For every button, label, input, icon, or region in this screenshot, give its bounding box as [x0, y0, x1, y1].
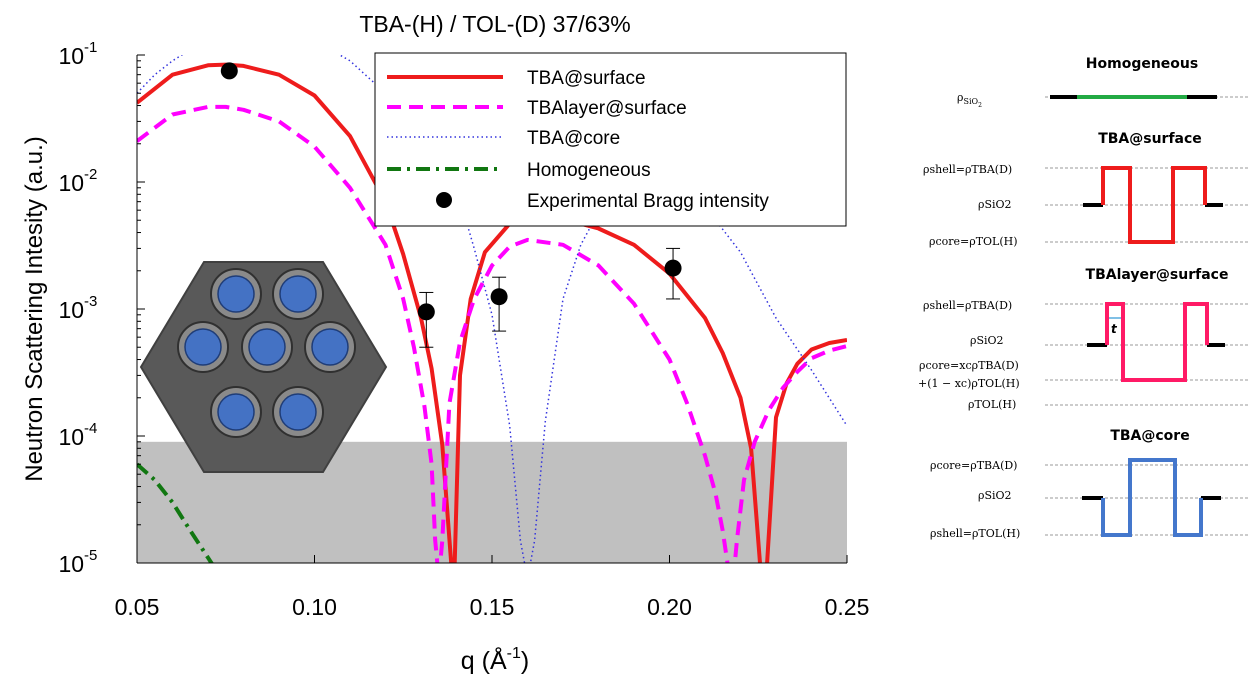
x-axis-label: q (Å-1) — [461, 645, 529, 675]
profile-tba-surface: TBA@surface ρshell=ρTBA(D) ρSiO2 ρcore=ρ… — [923, 131, 1250, 248]
tba-core-sio2-label: ρSiO2 — [978, 489, 1012, 502]
tba-layer-core-label-1: ρcore=xcρTBA(D) — [919, 359, 1019, 372]
tba-surface-shell-label: ρshell=ρTBA(D) — [923, 163, 1012, 176]
profile-homogeneous: Homogeneous ρSiO2 — [957, 56, 1250, 109]
data-point-0 — [220, 62, 238, 80]
y-tick-label-2: 10-3 — [58, 293, 102, 323]
x-ticks: 0.05 0.10 0.15 0.20 0.25 — [115, 555, 870, 620]
legend-label-tba-core: TBA@core — [527, 128, 620, 149]
tba-core-profile — [1101, 458, 1203, 537]
density-profiles: Homogeneous ρSiO2 TBA@surface ρshell=ρTB… — [918, 56, 1250, 540]
data-point-3 — [664, 259, 682, 277]
y-tick-label-0: 10-1 — [58, 39, 102, 69]
tba-layer-profile — [1105, 302, 1209, 382]
tba-layer-tol-label: ρTOL(H) — [968, 398, 1016, 411]
legend-marker-experimental — [436, 192, 452, 208]
x-tick-label-4: 0.25 — [825, 594, 870, 620]
pore-core-0 — [217, 275, 255, 313]
y-tick-label-1: 10-2 — [58, 166, 102, 196]
tba-surface-core-label: ρcore=ρTOL(H) — [929, 235, 1018, 248]
pore-core-6 — [279, 393, 317, 431]
tba-layer-shell-label: ρshell=ρTBA(D) — [923, 299, 1012, 312]
pore-core-1 — [279, 275, 317, 313]
profile-title-tba-core: TBA@core — [1110, 428, 1189, 444]
pore-core-4 — [311, 328, 349, 366]
y-tick-label-3: 10-4 — [58, 420, 102, 450]
homogeneous-sio2-label: ρSiO2 — [957, 91, 982, 109]
pore-core-2 — [184, 328, 222, 366]
thickness-label: t — [1111, 322, 1118, 336]
series-line-tbalayer-surface — [137, 104, 847, 563]
profile-title-tba-surface: TBA@surface — [1098, 131, 1202, 147]
legend: TBA@surface TBAlayer@surface TBA@core Ho… — [374, 52, 847, 227]
chart-title: TBA-(H) / TOL-(D) 37/63% — [359, 11, 630, 37]
tba-core-shell-label: ρshell=ρTOL(H) — [930, 527, 1020, 540]
tba-layer-sio2-label: ρSiO2 — [970, 334, 1004, 347]
tba-core-core-label: ρcore=ρTBA(D) — [930, 459, 1017, 472]
data-point-2 — [490, 288, 508, 306]
pore-core-5 — [217, 393, 255, 431]
series-line-homogeneous — [137, 462, 214, 563]
x-tick-label-2: 0.15 — [470, 594, 515, 620]
hexagon-inset — [139, 261, 388, 473]
tba-surface-sio2-label: ρSiO2 — [978, 198, 1012, 211]
tba-layer-core-label-2: +(1 − xc)ρTOL(H) — [918, 377, 1020, 390]
legend-label-tba-layer-surface: TBAlayer@surface — [527, 98, 687, 119]
data-point-1 — [417, 303, 435, 321]
y-tick-label-4: 10-5 — [58, 547, 102, 577]
pore-core-3 — [248, 328, 286, 366]
profile-title-homogeneous: Homogeneous — [1086, 56, 1198, 72]
y-ticks: 10-1 10-2 10-3 10-4 10-5 — [58, 39, 145, 577]
legend-label-homogeneous: Homogeneous — [527, 160, 651, 181]
profile-title-tba-layer-surface: TBAlayer@surface — [1086, 267, 1229, 283]
legend-box — [374, 52, 847, 227]
profile-tba-layer-surface: TBAlayer@surface ρshell=ρTBA(D) ρSiO2 ρc… — [918, 267, 1250, 411]
legend-label-experimental: Experimental Bragg intensity — [527, 191, 769, 212]
x-tick-label-1: 0.10 — [292, 594, 337, 620]
x-tick-label-3: 0.20 — [647, 594, 692, 620]
x-tick-label-0: 0.05 — [115, 594, 160, 620]
tba-surface-profile — [1101, 166, 1207, 244]
main-chart: 0.05 0.10 0.15 0.20 0.25 10-1 10-2 10-3 10-4… — [21, 11, 870, 675]
legend-label-tba-surface: TBA@surface — [527, 68, 646, 89]
profile-tba-core: TBA@core ρcore=ρTBA(D) ρSiO2 ρshell=ρTOL… — [930, 428, 1250, 540]
y-axis-label: Neutron Scattering Intesity (a.u.) — [21, 136, 48, 482]
points-layer — [220, 62, 682, 348]
